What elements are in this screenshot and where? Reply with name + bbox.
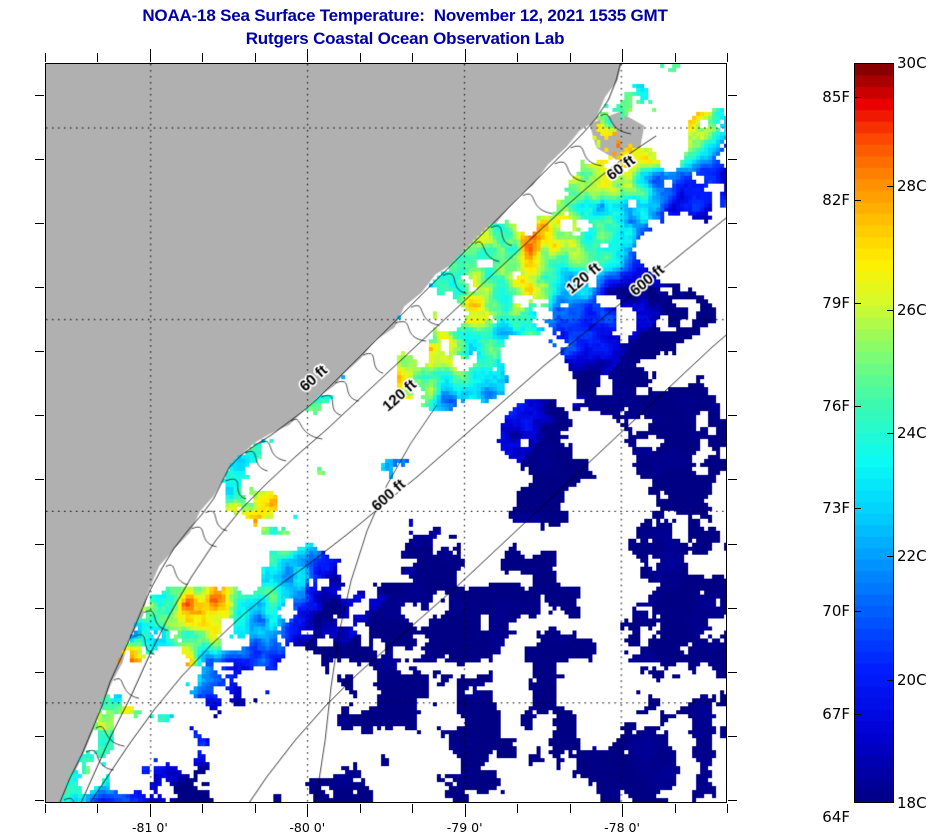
axis-tick-longitude bbox=[517, 804, 519, 813]
axis-tick-longitude bbox=[726, 804, 728, 813]
axis-tick-longitude bbox=[674, 804, 676, 813]
colorbar-label-celsius: 22C bbox=[897, 547, 927, 566]
axis-label-longitude: -80 0' bbox=[289, 820, 326, 835]
title-line-primary: NOAA-18 Sea Surface Temperature: Novembe… bbox=[142, 6, 668, 25]
colorbar-tick-fahrenheit bbox=[854, 713, 861, 715]
axis-tick-latitude bbox=[35, 671, 44, 673]
axis-tick-latitude bbox=[728, 287, 737, 289]
axis-tick-latitude bbox=[35, 287, 44, 289]
axis-label-longitude: -78 0' bbox=[604, 820, 640, 835]
axis-tick-longitude bbox=[307, 804, 309, 817]
axis-tick-longitude bbox=[45, 53, 46, 62]
axis-tick-longitude bbox=[254, 804, 256, 813]
colorbar-tick-celsius bbox=[887, 556, 894, 558]
axis-tick-longitude bbox=[569, 53, 571, 62]
colorbar-tick-celsius bbox=[887, 433, 894, 434]
axis-tick-latitude bbox=[35, 159, 44, 161]
axis-tick-longitude bbox=[464, 49, 466, 62]
axis-tick-longitude bbox=[674, 53, 676, 62]
axis-tick-latitude bbox=[728, 351, 737, 353]
axis-tick-latitude bbox=[35, 223, 44, 225]
colorbar-label-celsius: 18C bbox=[897, 794, 927, 812]
axis-tick-longitude bbox=[254, 53, 256, 62]
colorbar-label-celsius: 20C bbox=[897, 670, 927, 689]
axis-tick-longitude bbox=[359, 804, 361, 813]
colorbar-tick-fahrenheit bbox=[854, 405, 861, 407]
axis-tick-latitude bbox=[35, 415, 44, 417]
colorbar-tick-fahrenheit bbox=[854, 611, 861, 613]
axis-tick-longitude bbox=[726, 53, 728, 62]
axis-tick-latitude bbox=[728, 607, 737, 609]
colorbar-label-celsius: 30C bbox=[897, 54, 927, 72]
colorbar-tick-celsius bbox=[887, 679, 894, 681]
axis-tick-longitude bbox=[622, 49, 624, 62]
axis-tick-longitude bbox=[45, 804, 46, 813]
axis-tick-latitude bbox=[728, 159, 737, 161]
axis-tick-longitude bbox=[149, 49, 151, 62]
colorbar-label-celsius: 24C bbox=[897, 424, 927, 442]
axis-tick-longitude bbox=[517, 53, 519, 62]
colorbar-label-fahrenheit: 64F bbox=[822, 807, 850, 826]
axis-tick-latitude bbox=[35, 735, 44, 737]
axis-tick-latitude bbox=[728, 543, 737, 545]
axis-tick-longitude bbox=[622, 804, 624, 817]
colorbar-label-fahrenheit: 82F bbox=[822, 191, 850, 210]
axis-tick-longitude bbox=[307, 49, 309, 62]
axis-tick-latitude bbox=[35, 351, 44, 353]
axis-label-longitude: -79 0' bbox=[446, 820, 483, 835]
axis-tick-longitude bbox=[97, 53, 99, 62]
axis-tick-latitude bbox=[728, 671, 737, 673]
axis-tick-latitude bbox=[35, 607, 44, 609]
axis-tick-latitude bbox=[728, 95, 737, 97]
axis-tick-longitude bbox=[412, 53, 414, 62]
axis-tick-latitude bbox=[728, 735, 737, 737]
axis-tick-latitude bbox=[728, 415, 737, 417]
axis-tick-longitude bbox=[569, 804, 571, 813]
axis-tick-longitude bbox=[359, 53, 361, 62]
colorbar-label-fahrenheit: 67F bbox=[822, 704, 850, 723]
axis-tick-longitude bbox=[464, 804, 466, 817]
sst-raster-canvas bbox=[46, 64, 726, 802]
colorbar-label-fahrenheit: 79F bbox=[822, 293, 850, 312]
axis-tick-latitude bbox=[35, 543, 44, 545]
colorbar-tick-fahrenheit bbox=[854, 302, 861, 304]
colorbar-tick-fahrenheit bbox=[854, 97, 861, 99]
axis-label-longitude: -81 0' bbox=[132, 820, 168, 835]
colorbar-tick-fahrenheit bbox=[854, 508, 861, 510]
axis-tick-latitude bbox=[35, 95, 44, 97]
colorbar-label-celsius: 26C bbox=[897, 300, 927, 319]
axis-tick-latitude bbox=[35, 799, 44, 801]
axis-tick-latitude bbox=[728, 799, 737, 801]
colorbar-label-fahrenheit: 85F bbox=[822, 88, 850, 107]
colorbar-label-fahrenheit: 70F bbox=[822, 602, 850, 621]
colorbar-label-fahrenheit: 76F bbox=[822, 396, 850, 415]
title-line-secondary: Rutgers Coastal Ocean Observation Lab bbox=[245, 29, 565, 48]
axis-tick-longitude bbox=[149, 804, 151, 817]
colorbar-tick-fahrenheit bbox=[854, 200, 861, 202]
colorbar-tick-celsius bbox=[887, 186, 894, 188]
chart-title-block: NOAA-18 Sea Surface Temperature: Novembe… bbox=[0, 4, 810, 50]
axis-tick-longitude bbox=[97, 804, 99, 813]
axis-tick-latitude bbox=[728, 479, 737, 481]
colorbar-tick-celsius bbox=[887, 309, 894, 311]
axis-tick-longitude bbox=[202, 804, 204, 813]
sst-map-plot-area[interactable] bbox=[45, 63, 727, 803]
colorbar-label-fahrenheit: 73F bbox=[822, 499, 850, 518]
axis-tick-longitude bbox=[202, 53, 204, 62]
colorbar-label-celsius: 28C bbox=[897, 177, 927, 196]
axis-tick-latitude bbox=[728, 223, 737, 225]
axis-tick-latitude bbox=[35, 479, 44, 481]
axis-tick-longitude bbox=[412, 804, 414, 813]
